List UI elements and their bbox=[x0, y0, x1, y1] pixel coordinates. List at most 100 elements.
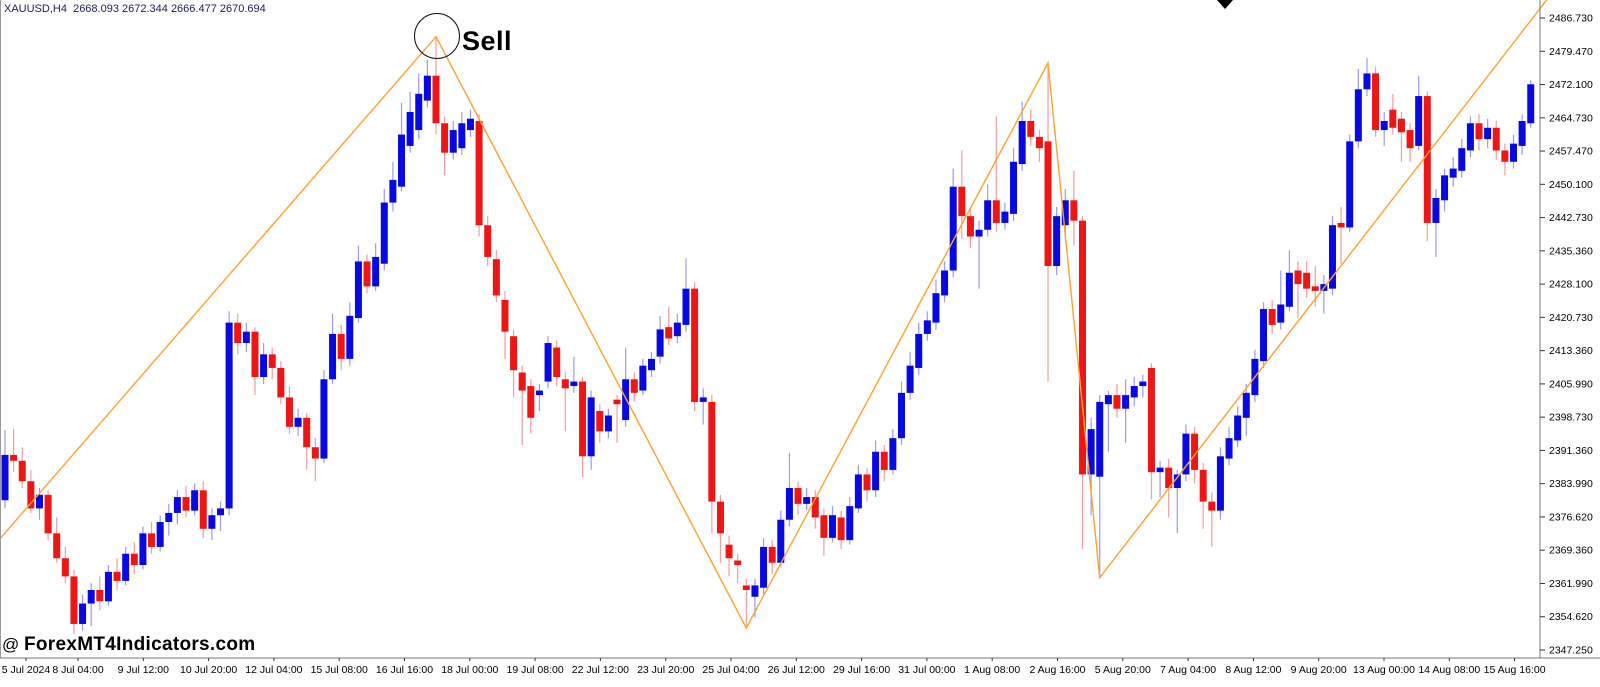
bear-candle-body bbox=[1423, 96, 1431, 223]
bull-candle-body bbox=[1510, 143, 1517, 162]
bear-candle-body bbox=[966, 216, 974, 237]
bull-candle-body bbox=[897, 392, 905, 439]
bull-candle-body bbox=[415, 93, 423, 131]
bull-candle-body bbox=[1139, 381, 1147, 387]
price-axis-label: 2435.360 bbox=[1549, 245, 1593, 257]
bull-candle-body bbox=[622, 379, 630, 421]
time-axis-label: 15 Aug 16:00 bbox=[1484, 664, 1546, 676]
bull-candle-body bbox=[208, 515, 216, 529]
price-axis-label: 2450.100 bbox=[1549, 179, 1593, 191]
time-axis-label: 13 Aug 00:00 bbox=[1353, 664, 1415, 676]
bear-candle-body bbox=[716, 501, 724, 534]
bull-candle-body bbox=[604, 415, 612, 432]
bull-candle-body bbox=[354, 261, 362, 319]
bull-candle-body bbox=[1130, 386, 1138, 398]
bear-candle-body bbox=[1397, 118, 1405, 133]
bear-candle-body bbox=[182, 497, 190, 511]
sell-signal-circle[interactable] bbox=[414, 12, 460, 59]
bull-candle-body bbox=[242, 331, 250, 344]
bear-candle-body bbox=[880, 451, 888, 470]
time-axis-label: 1 Aug 08:00 bbox=[964, 664, 1020, 676]
bear-candle-body bbox=[958, 186, 966, 217]
bull-candle-body bbox=[346, 315, 354, 359]
bear-candle-body bbox=[510, 336, 518, 371]
bear-candle-body bbox=[691, 288, 699, 402]
bull-candle-body bbox=[923, 320, 931, 334]
bull-candle-body bbox=[1328, 225, 1336, 289]
price-axis-label: 2398.730 bbox=[1549, 412, 1593, 424]
bull-candle-body bbox=[225, 322, 233, 509]
bear-candle-body bbox=[1492, 127, 1500, 151]
bear-candle-body bbox=[277, 367, 285, 398]
price-axis-label: 2383.990 bbox=[1549, 478, 1593, 490]
time-axis-label: 8 Jul 04:00 bbox=[52, 664, 104, 676]
bear-candle-body bbox=[1147, 367, 1155, 473]
time-axis[interactable]: 5 Jul 2024 8 Jul 04:00 9 Jul 12:00 10 Jul 2… bbox=[2, 658, 1546, 676]
time-axis-label: 16 Jul 16:00 bbox=[376, 664, 433, 676]
bear-candle-body bbox=[303, 417, 311, 448]
bear-candle-body bbox=[613, 399, 621, 405]
bull-candle-body bbox=[1346, 141, 1354, 228]
bear-candle-body bbox=[630, 379, 638, 393]
bull-candle-body bbox=[544, 343, 552, 382]
bear-candle-body bbox=[1191, 433, 1199, 470]
bear-candle-body bbox=[665, 327, 673, 339]
bull-candle-body bbox=[35, 494, 43, 509]
bear-candle-body bbox=[234, 322, 242, 344]
bear-candle-body bbox=[484, 225, 492, 257]
bear-candle-body bbox=[1303, 272, 1311, 289]
bear-candle-body bbox=[1406, 130, 1414, 149]
bull-candle-body bbox=[1, 454, 9, 501]
bear-candle-body bbox=[27, 481, 35, 509]
sell-signal-label[interactable]: Sell bbox=[462, 25, 513, 56]
bull-candle-body bbox=[1354, 89, 1362, 142]
bull-candle-body bbox=[458, 123, 466, 149]
bear-candle-body bbox=[130, 553, 138, 566]
bull-candle-body bbox=[406, 111, 414, 146]
price-axis-label: 2354.620 bbox=[1549, 611, 1593, 623]
bear-candle-body bbox=[1199, 469, 1207, 502]
bear-candle-body bbox=[1294, 270, 1302, 285]
time-axis-label: 22 Jul 12:00 bbox=[572, 664, 629, 676]
bear-candle-body bbox=[70, 576, 78, 624]
bear-candle-body bbox=[561, 379, 569, 389]
bear-candle-body bbox=[1208, 501, 1216, 511]
bear-candle-body bbox=[725, 544, 733, 559]
bull-candle-body bbox=[87, 589, 95, 604]
bull-candle-body bbox=[785, 488, 793, 520]
time-axis-label: 15 Jul 08:00 bbox=[311, 664, 368, 676]
time-axis-label: 18 Jul 00:00 bbox=[441, 664, 498, 676]
bull-candle-body bbox=[760, 546, 768, 588]
zigzag-indicator-line[interactable] bbox=[0, 0, 1566, 630]
bear-candle-body bbox=[527, 386, 535, 418]
bull-candle-body bbox=[1527, 84, 1535, 124]
bull-candle-body bbox=[329, 333, 337, 380]
bull-candle-body bbox=[191, 490, 199, 511]
bear-candle-body bbox=[475, 120, 483, 226]
bull-candle-body bbox=[1122, 395, 1130, 409]
bull-candle-body bbox=[423, 75, 431, 101]
sell-arrow-icon bbox=[1217, 0, 1233, 9]
price-axis[interactable]: 2486.730 2479.470 2472.100 2464.730 2457.470… bbox=[1540, 13, 1593, 657]
bear-candle-body bbox=[1268, 309, 1276, 325]
bull-candle-body bbox=[1441, 175, 1449, 201]
bull-candle-body bbox=[1363, 73, 1371, 90]
bull-candle-body bbox=[1001, 211, 1009, 223]
bear-candle-body bbox=[18, 460, 26, 482]
bear-candle-body bbox=[553, 347, 561, 378]
bull-candle-body bbox=[932, 293, 940, 323]
bear-candle-body bbox=[1389, 109, 1397, 128]
time-axis-label: 5 Jul 2024 bbox=[2, 664, 51, 676]
time-axis-label: 26 Jul 12:00 bbox=[768, 664, 825, 676]
bear-candle-body bbox=[811, 497, 819, 518]
bull-candle-body bbox=[1173, 474, 1181, 489]
bull-candle-body bbox=[1285, 272, 1293, 307]
price-axis-label: 2347.250 bbox=[1549, 645, 1593, 657]
bull-candle-body bbox=[639, 365, 647, 391]
bull-candle-body bbox=[751, 585, 759, 597]
watermark: @ ForexMT4Indicators.com bbox=[2, 634, 255, 656]
bull-candle-body bbox=[389, 179, 397, 203]
bear-candle-body bbox=[1337, 222, 1345, 228]
price-axis-label: 2405.990 bbox=[1549, 378, 1593, 390]
